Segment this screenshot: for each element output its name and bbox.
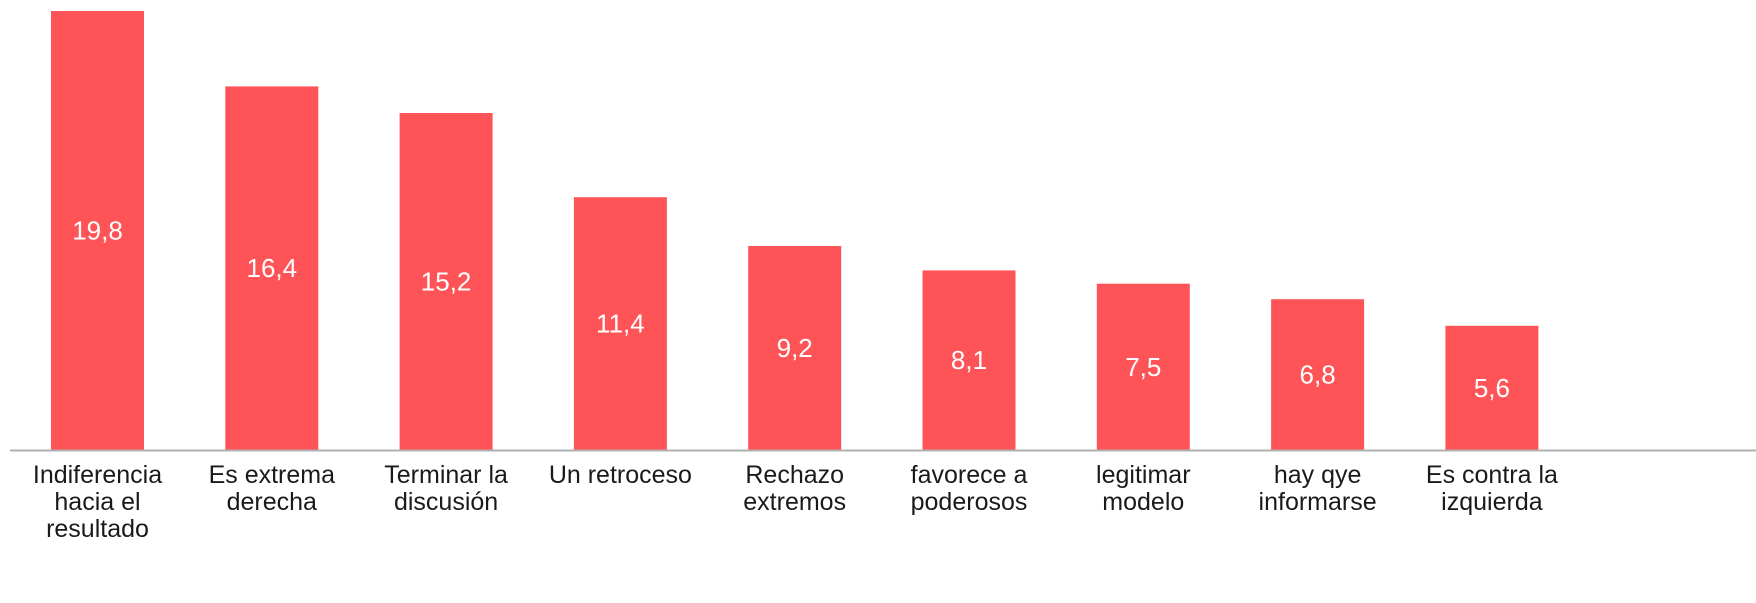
bar	[225, 86, 319, 451]
category-label-line: favorece a	[911, 461, 1028, 489]
category-label-line: discusión	[394, 488, 498, 516]
category-label-line: poderosos	[911, 488, 1028, 516]
bar-value-label: 5,6	[1474, 373, 1510, 403]
category-label-line: modelo	[1102, 488, 1184, 516]
category-label: Es contra la izquierda	[1426, 461, 1558, 516]
category-label-line: Es extrema	[209, 461, 336, 489]
bar-value-label: 9,2	[777, 333, 813, 363]
bar-value-label: 19,8	[72, 216, 123, 246]
category-label-line: Un retroceso	[549, 461, 692, 489]
category-label: Un retroceso	[549, 461, 692, 489]
category-label: Terminar la discusión	[384, 461, 508, 516]
category-label: Rechazo extremos	[743, 461, 846, 516]
category-label-line: hay qye	[1274, 461, 1362, 489]
bar-value-label: 6,8	[1300, 360, 1336, 390]
category-label-line: Terminar la	[384, 461, 508, 489]
bar-value-label: 7,5	[1125, 352, 1161, 382]
category-label: hay qye informarse	[1259, 461, 1377, 516]
value-labels-group: 19,8 16,4 15,2 11,4 9,2 8,1 7,5 6,8 5,6	[72, 216, 1510, 403]
category-label: favorece a poderosos	[911, 461, 1028, 516]
category-label: Indiferencia hacia el resultado	[33, 461, 162, 543]
bar-value-label: 11,4	[596, 309, 645, 339]
category-label-line: legitimar	[1096, 461, 1190, 489]
bar-value-label: 15,2	[421, 267, 472, 297]
bar	[1096, 283, 1190, 450]
bar-value-label: 16,4	[246, 253, 297, 283]
category-label-line: informarse	[1259, 488, 1377, 516]
category-label: legitimar modelo	[1096, 461, 1190, 516]
bar	[51, 11, 144, 450]
bar	[922, 270, 1016, 450]
category-label-line: izquierda	[1441, 488, 1543, 516]
category-label-line: Indiferencia	[33, 461, 162, 489]
bar	[1445, 325, 1539, 450]
category-label-line: derecha	[227, 488, 317, 516]
category-label-line: extremos	[743, 488, 846, 516]
bar	[748, 246, 842, 450]
category-label-line: resultado	[46, 515, 149, 543]
bars-group	[51, 11, 1539, 451]
bar	[1271, 299, 1365, 450]
bar-value-label: 8,1	[951, 345, 987, 375]
bar	[399, 113, 493, 450]
category-label-line: hacia el	[54, 488, 140, 516]
category-label: Es extrema derecha	[209, 461, 336, 516]
bar	[573, 197, 667, 450]
category-label-line: Rechazo	[745, 461, 844, 489]
category-label-line: Es contra la	[1426, 461, 1558, 489]
